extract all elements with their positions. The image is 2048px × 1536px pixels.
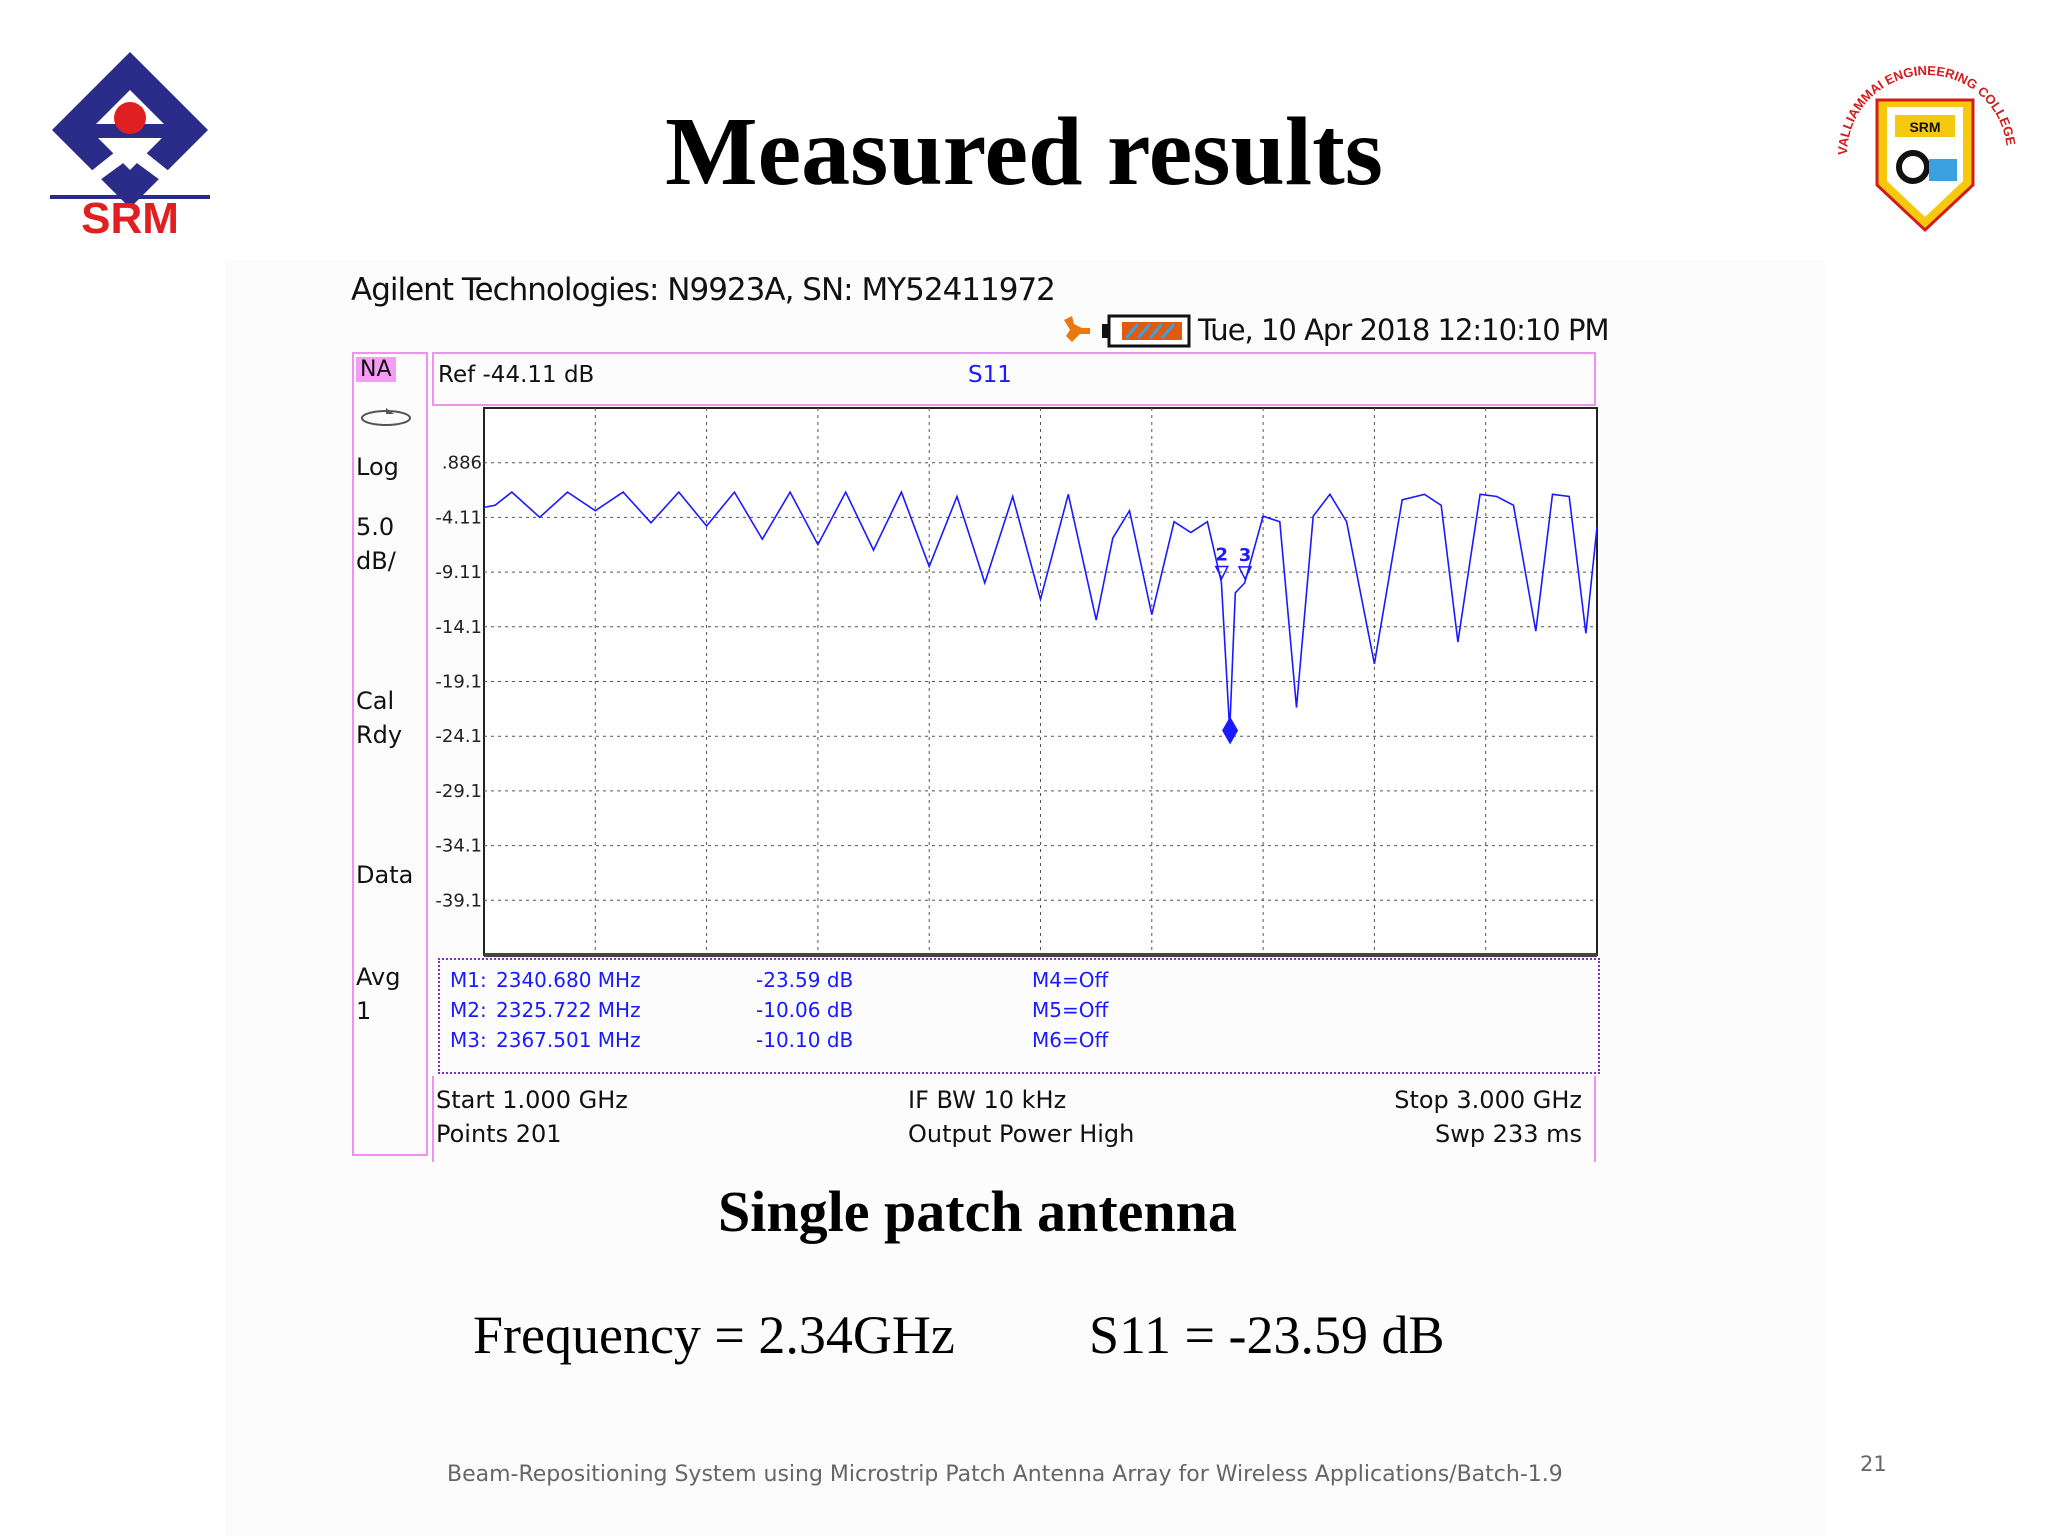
marker-1-value: -23.59 dB: [756, 968, 854, 992]
instrument-left-panel: NA Log 5.0 dB/ Cal Rdy Data Avg 1: [352, 352, 428, 1156]
marker-2-freq: 2325.722 MHz: [496, 998, 641, 1022]
marker-table: M1: 2340.680 MHz -23.59 dB M4=Off M2: 23…: [438, 958, 1600, 1074]
ref-level: Ref -44.11 dB: [438, 362, 595, 388]
svg-text:SRM: SRM: [81, 194, 179, 240]
college-emblem-logo: VALLIAMMAI ENGINEERING COLLEGE SRM: [1835, 63, 2019, 233]
trace-label: Data: [356, 861, 414, 889]
instrument-bottom-bar: Start 1.000 GHz Points 201 IF BW 10 kHz …: [432, 1076, 1596, 1162]
s11-trace-line: [483, 490, 1598, 731]
y-tick-labels: .886 -4.11 -9.11 -14.1 -19.1 -24.1 -29.1 -34.1 -…: [435, 453, 482, 912]
marker-3-value: -10.10 dB: [756, 1028, 854, 1052]
output-power: Output Power High: [908, 1120, 1135, 1148]
instrument-top-bar: Ref -44.11 dB S11: [432, 352, 1596, 406]
y-tick-label: -34.1: [435, 836, 482, 857]
marker-5-status: M5=Off: [1032, 998, 1109, 1022]
scale-value: 5.0: [356, 513, 395, 541]
mode-label: NA: [356, 357, 396, 382]
y-tick-label: -9.11: [435, 562, 482, 583]
stop-frequency: Stop 3.000 GHz: [1394, 1086, 1582, 1114]
bottom-bar-right-border: [1594, 1076, 1596, 1162]
bottom-bar-left-border: [432, 1076, 434, 1162]
marker-2-name: M2:: [450, 998, 487, 1022]
battery-icon: [1102, 314, 1191, 348]
y-tick-label: -19.1: [435, 672, 482, 693]
scale-unit: dB/: [356, 547, 396, 575]
srm-logo: SRM: [50, 52, 210, 240]
slide-footer: Beam-Repositioning System using Microstr…: [447, 1462, 1563, 1487]
y-tick-label: -29.1: [435, 781, 482, 802]
plot-bottom-bar: [484, 953, 1597, 957]
avg-value: 1: [356, 997, 372, 1025]
y-tick-label: -14.1: [435, 617, 482, 638]
svg-text:SRM: SRM: [1909, 119, 1940, 135]
avg-label: Avg: [356, 963, 401, 991]
marker-1-name: M1:: [450, 968, 487, 992]
figure-caption: Single patch antenna: [718, 1179, 1237, 1244]
marker-2-label: 2: [1215, 544, 1228, 565]
marker-4-status: M4=Off: [1032, 968, 1109, 992]
start-frequency: Start 1.000 GHz: [436, 1086, 628, 1114]
marker-2-value: -10.06 dB: [756, 998, 854, 1022]
sweep-time: Swp 233 ms: [1434, 1120, 1582, 1148]
y-tick-label: -24.1: [435, 726, 482, 747]
marker-3-label: 3: [1239, 545, 1252, 566]
format-label: Log: [356, 453, 399, 481]
cal-label: Cal: [356, 687, 395, 715]
frequency-result: Frequency = 2.34GHz: [473, 1305, 955, 1365]
if-bandwidth: IF BW 10 kHz: [908, 1086, 1067, 1114]
instrument-header: Agilent Technologies: N9923A, SN: MY5241…: [351, 272, 1056, 308]
sweep-icon: [361, 408, 411, 426]
chart-grid: [484, 408, 1597, 955]
points-count: Points 201: [436, 1120, 562, 1148]
marker-6-status: M6=Off: [1032, 1028, 1109, 1052]
slide-number: 21: [1860, 1452, 1887, 1476]
slide-title: Measured results: [665, 98, 1383, 206]
s11-chart: .886 -4.11 -9.11 -14.1 -19.1 -24.1 -29.1 -34.1 -…: [435, 407, 1598, 957]
marker-3-freq: 2367.501 MHz: [496, 1028, 641, 1052]
marker-1-diamond: [1222, 716, 1239, 745]
instrument-datetime: Tue, 10 Apr 2018 12:10:10 PM: [1198, 313, 1609, 347]
marker-2-triangle: [1214, 565, 1229, 581]
y-tick-label: -4.11: [435, 507, 482, 528]
cal-status: Rdy: [356, 721, 403, 749]
s11-result: S11 = -23.59 dB: [1089, 1305, 1445, 1365]
trace-plug-icon: [1064, 316, 1090, 342]
marker-3-triangle: [1237, 566, 1253, 581]
marker-3-name: M3:: [450, 1028, 487, 1052]
measurement-label: S11: [968, 362, 1012, 388]
y-tick-label: -39.1: [435, 890, 482, 911]
y-tick-label: .886: [442, 453, 482, 474]
marker-1-freq: 2340.680 MHz: [496, 968, 641, 992]
